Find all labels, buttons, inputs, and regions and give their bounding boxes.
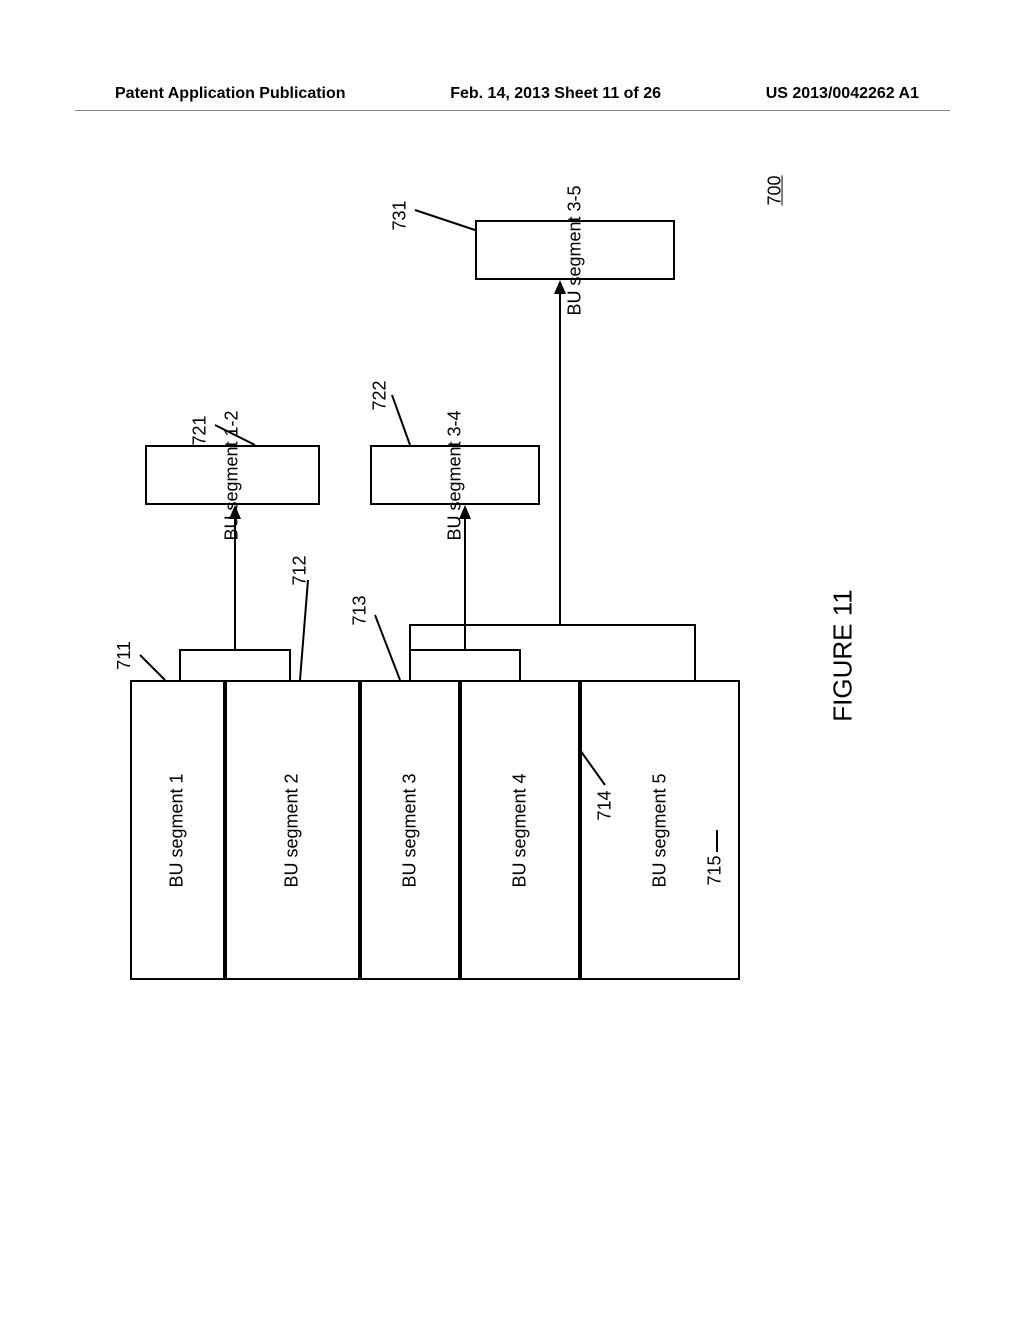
figure-caption: FIGURE 11 bbox=[827, 589, 858, 721]
leader-721 bbox=[215, 425, 260, 450]
header-left: Patent Application Publication bbox=[115, 85, 346, 103]
header-right: US 2013/0042262 A1 bbox=[766, 85, 919, 103]
leader-715 bbox=[713, 830, 721, 855]
segment-1-label: BU segment 1 bbox=[167, 773, 188, 887]
ref-731: 731 bbox=[390, 200, 411, 230]
ref-715: 715 bbox=[705, 855, 726, 885]
diagram: 700 BU segment 3-5 731 BU segment 1-2 72… bbox=[130, 160, 780, 980]
segment-4: BU segment 4 bbox=[460, 680, 580, 980]
segment-top-35: BU segment 3-5 bbox=[475, 220, 675, 280]
segment-3-label: BU segment 3 bbox=[400, 773, 421, 887]
leader-712 bbox=[300, 580, 312, 680]
bracket-35 bbox=[395, 280, 715, 680]
ref-722: 722 bbox=[370, 380, 391, 410]
segment-5-label: BU segment 5 bbox=[650, 773, 671, 887]
ref-721: 721 bbox=[190, 415, 211, 445]
ref-711: 711 bbox=[114, 641, 135, 670]
ref-713: 713 bbox=[350, 595, 371, 625]
segment-mid-12: BU segment 1-2 bbox=[145, 445, 320, 505]
segment-3: BU segment 3 bbox=[360, 680, 460, 980]
header: Patent Application Publication Feb. 14, … bbox=[0, 85, 1024, 103]
bracket-12 bbox=[160, 505, 300, 680]
leader-731 bbox=[415, 210, 475, 235]
segment-2: BU segment 2 bbox=[225, 680, 360, 980]
segment-1: BU segment 1 bbox=[130, 680, 225, 980]
header-rule bbox=[75, 110, 950, 111]
figure-ref-number: 700 bbox=[764, 175, 785, 205]
ref-714: 714 bbox=[595, 790, 616, 820]
segment-4-label: BU segment 4 bbox=[510, 773, 531, 887]
header-center: Feb. 14, 2013 Sheet 11 of 26 bbox=[450, 85, 661, 103]
segment-2-label: BU segment 2 bbox=[282, 773, 303, 887]
leader-714 bbox=[580, 750, 610, 790]
